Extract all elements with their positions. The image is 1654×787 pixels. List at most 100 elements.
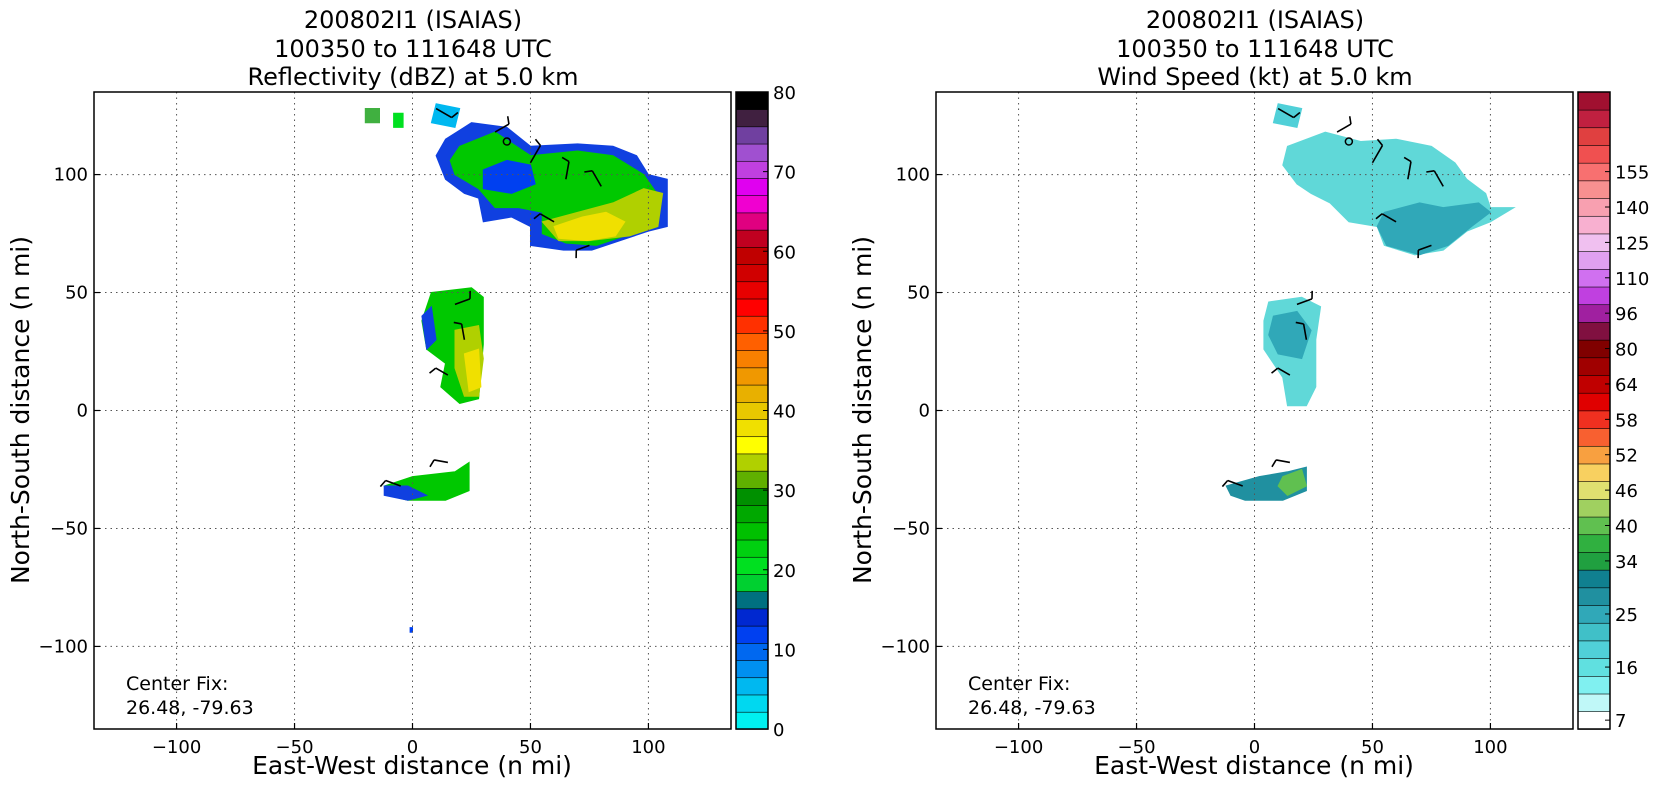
reflectivity-y-tick-label: −50 bbox=[50, 518, 88, 539]
reflectivity-x-tick-label: −100 bbox=[152, 737, 201, 758]
wind-speed-colorbar-band bbox=[1577, 693, 1611, 712]
reflectivity-colorbar-band bbox=[735, 453, 769, 472]
reflectivity-y-axis-label: North-South distance (n mi) bbox=[6, 236, 35, 584]
reflectivity-center-fix-value: 26.48, -79.63 bbox=[126, 697, 254, 719]
wind-speed-wind-barb bbox=[1296, 298, 1313, 306]
reflectivity-wind-barb bbox=[433, 459, 449, 464]
reflectivity-colorbar-band bbox=[735, 504, 769, 524]
reflectivity-x-axis-label: East-West distance (n mi) bbox=[252, 751, 572, 780]
wind-speed-colorbar-band bbox=[1577, 250, 1611, 270]
reflectivity-colorbar-band bbox=[735, 332, 769, 351]
reflectivity-wind-barb-flag bbox=[506, 116, 510, 125]
reflectivity-wind-barb-flag bbox=[429, 367, 437, 374]
reflectivity-y-tick-label: 0 bbox=[77, 401, 88, 422]
wind-speed-colorbar-band bbox=[1577, 498, 1611, 518]
wind-speed-wind-barb-flag bbox=[1426, 169, 1435, 173]
reflectivity-colorbar-band bbox=[735, 108, 769, 128]
reflectivity-colorbar-band bbox=[735, 126, 769, 145]
wind-speed-x-tick-label: −50 bbox=[1118, 737, 1156, 758]
reflectivity-wind-barb bbox=[565, 161, 570, 180]
reflectivity-colorbar-band bbox=[735, 418, 769, 438]
reflectivity-colorbar-label: 50 bbox=[773, 322, 796, 343]
reflectivity-wind-barb bbox=[591, 170, 602, 187]
wind-speed-colorbar-band bbox=[1577, 357, 1611, 376]
wind-speed-title-line-1: 200802I1 (ISAIAS) bbox=[1146, 6, 1364, 34]
wind-speed-colorbar-label: 64 bbox=[1615, 375, 1638, 396]
reflectivity-wind-barb bbox=[494, 123, 510, 133]
wind-speed-y-axis-label: North-South distance (n mi) bbox=[848, 236, 877, 584]
reflectivity-echo-region bbox=[553, 211, 626, 242]
reflectivity-wind-barb bbox=[435, 107, 453, 119]
wind-speed-title-line-2: 100350 to 111648 UTC bbox=[1116, 35, 1394, 63]
reflectivity-y-tick-label: 100 bbox=[54, 165, 88, 186]
wind-speed-calm-marker bbox=[1344, 137, 1354, 146]
reflectivity-wind-barb bbox=[435, 367, 449, 376]
reflectivity-x-tick-label: 0 bbox=[407, 737, 418, 758]
wind-speed-colorbar-band bbox=[1577, 127, 1611, 146]
wind-speed-wind-barb-flag bbox=[1293, 111, 1301, 119]
reflectivity-colorbar-label: 20 bbox=[773, 561, 796, 582]
reflectivity-colorbar-band bbox=[735, 556, 769, 575]
reflectivity-echo-region bbox=[421, 305, 437, 351]
wind-speed-x-tick-label: 0 bbox=[1249, 737, 1260, 758]
reflectivity-colorbar-band bbox=[735, 246, 769, 265]
wind-speed-wind-barb-flag bbox=[1271, 459, 1277, 468]
reflectivity-colorbar-label: 40 bbox=[773, 402, 796, 423]
wind-speed-colorbar-label: 16 bbox=[1615, 658, 1638, 679]
wind-speed-x-axis-label: East-West distance (n mi) bbox=[1094, 751, 1414, 780]
wind-speed-wind-barb bbox=[1277, 367, 1291, 376]
reflectivity-colorbar-band bbox=[735, 195, 769, 214]
reflectivity-colorbar-label: 0 bbox=[773, 720, 784, 741]
reflectivity-colorbar-band bbox=[735, 263, 769, 283]
reflectivity-wind-barb bbox=[454, 298, 471, 306]
wind-speed-colorbar-label: 40 bbox=[1615, 517, 1638, 538]
wind-speed-wind-barb bbox=[1277, 107, 1295, 119]
reflectivity-wind-barb-flag bbox=[561, 156, 570, 163]
wind-speed-colorbar-band bbox=[1577, 286, 1611, 306]
wind-speed-wind-barb bbox=[1371, 145, 1384, 164]
wind-speed-colorbar-label: 52 bbox=[1615, 446, 1638, 467]
reflectivity-wind-barb bbox=[576, 244, 590, 251]
wind-speed-echo-region bbox=[1272, 103, 1303, 128]
wind-speed-colorbar-label: 125 bbox=[1615, 233, 1649, 254]
reflectivity-colorbar-band bbox=[735, 694, 769, 713]
wind-speed-y-tick-label: 0 bbox=[919, 401, 930, 422]
reflectivity-wind-barb-flag bbox=[534, 138, 542, 146]
reflectivity-colorbar-band bbox=[735, 711, 769, 730]
wind-speed-colorbar-band bbox=[1577, 215, 1611, 235]
wind-speed-center-fix-label: Center Fix: bbox=[968, 673, 1070, 695]
reflectivity-wind-barb-flag bbox=[451, 111, 459, 119]
reflectivity-wind-barb bbox=[385, 479, 401, 487]
reflectivity-colorbar-band bbox=[735, 659, 769, 679]
reflectivity-wind-barb bbox=[539, 213, 555, 223]
wind-speed-wind-barb bbox=[1275, 459, 1291, 464]
wind-speed-colorbar-band bbox=[1577, 392, 1611, 412]
wind-speed-wind-barb bbox=[1302, 323, 1308, 340]
reflectivity-plot-area bbox=[93, 91, 732, 730]
reflectivity-colorbar-band bbox=[735, 625, 769, 644]
wind-speed-echo-region bbox=[1277, 468, 1307, 497]
reflectivity-echo-region bbox=[393, 112, 404, 128]
wind-speed-colorbar-band bbox=[1577, 91, 1611, 111]
wind-speed-wind-barb bbox=[1336, 123, 1352, 133]
wind-speed-panel: 200802I1 (ISAIAS) 100350 to 111648 UTC W… bbox=[848, 6, 1649, 780]
wind-speed-y-tick-label: 50 bbox=[907, 283, 930, 304]
wind-speed-x-tick-label: −100 bbox=[994, 737, 1043, 758]
wind-speed-wind-barb bbox=[1407, 161, 1412, 180]
reflectivity-colorbar-band bbox=[735, 143, 769, 162]
reflectivity-center-fix-label: Center Fix: bbox=[126, 673, 228, 695]
wind-speed-wind-barb-flag bbox=[1221, 479, 1229, 488]
wind-speed-colorbar-label: 96 bbox=[1615, 304, 1638, 325]
reflectivity-colorbar-band bbox=[735, 160, 769, 179]
reflectivity-colorbar-band bbox=[735, 212, 769, 231]
wind-speed-colorbar-band bbox=[1577, 622, 1611, 642]
wind-speed-y-tick-label: −100 bbox=[881, 636, 930, 657]
wind-speed-x-tick-label: 50 bbox=[1361, 737, 1384, 758]
wind-speed-wind-barb-flag bbox=[1271, 367, 1279, 374]
wind-speed-colorbar-band bbox=[1577, 534, 1611, 553]
reflectivity-calm-marker bbox=[502, 137, 512, 146]
reflectivity-colorbar-band bbox=[735, 573, 769, 592]
wind-speed-wind-barb bbox=[1227, 479, 1243, 487]
reflectivity-colorbar-band bbox=[735, 91, 769, 110]
wind-speed-colorbar-band bbox=[1577, 569, 1611, 589]
